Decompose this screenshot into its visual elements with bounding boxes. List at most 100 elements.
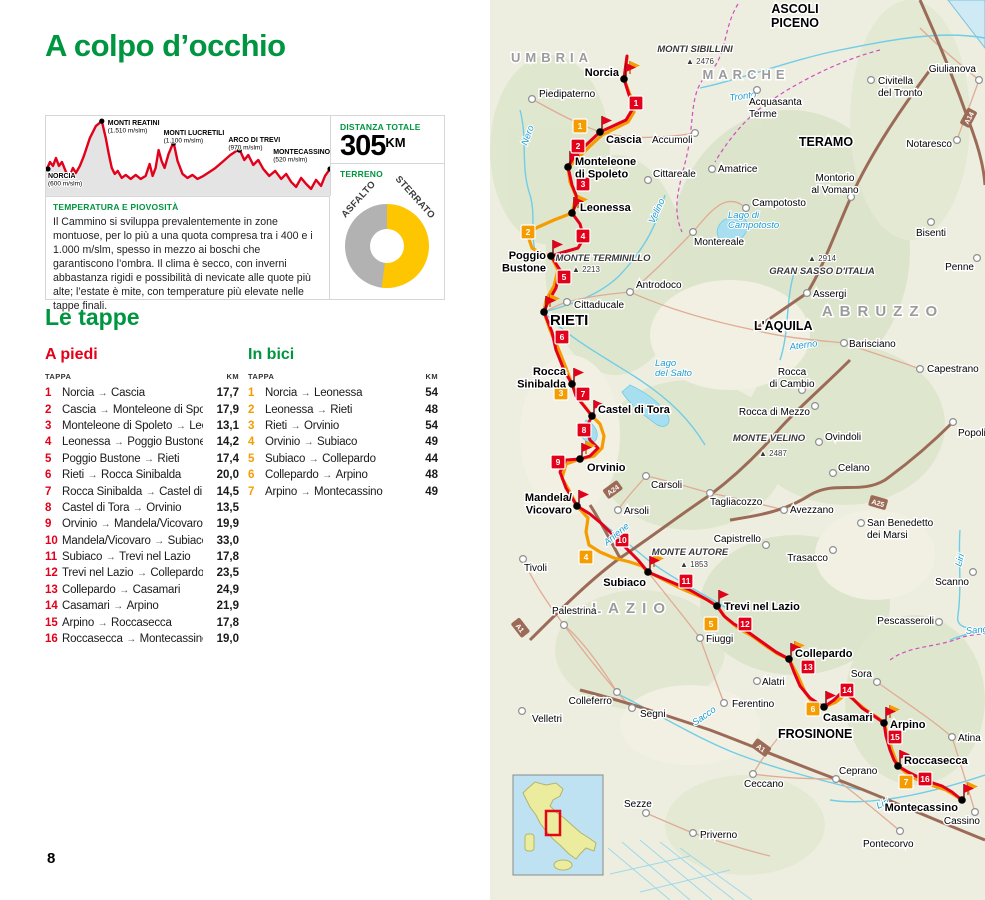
route-town-dot — [785, 655, 793, 663]
stage-marker: 7 — [898, 774, 914, 790]
table-row: 3 Rieti → Orvinio 54 — [248, 418, 438, 434]
table-row: 6 Rieti → Rocca Sinibalda 20,0 — [45, 467, 239, 483]
flag-icon — [963, 784, 974, 797]
route-town-dot — [713, 602, 721, 610]
stage-number: 9 — [45, 518, 52, 531]
profile-point-elev: (1.510 m/slm) — [108, 128, 148, 135]
town-label: Popoli — [958, 428, 985, 439]
town-label: Tagliacozzo — [710, 497, 763, 508]
terrain-label: TERRENO — [340, 169, 383, 179]
route-town-label: Cascia — [606, 134, 642, 146]
town-label: Bisenti — [916, 228, 946, 239]
stage-marker-number: 11 — [682, 576, 691, 586]
table-row: 5 Subiaco → Collepardo 44 — [248, 451, 438, 467]
town-label: Capestrano — [927, 364, 979, 375]
climate-text: Il Cammino si sviluppa prevalentemente i… — [53, 216, 313, 313]
route-town-label: RIETI — [550, 312, 588, 329]
pontine-canals — [607, 839, 753, 900]
profile-point-dot — [45, 166, 51, 172]
stage-km: 44 — [425, 452, 438, 465]
stage-number: 11 — [45, 551, 58, 564]
stage-marker-number: 5 — [562, 272, 567, 282]
arrow-icon: → — [103, 552, 119, 564]
town-dot — [689, 828, 698, 837]
mountain-elevation: ▲ 1853 — [680, 560, 708, 569]
arrow-icon: → — [298, 388, 313, 400]
town-label: Ovindoli — [825, 432, 861, 443]
town-dot — [927, 218, 936, 227]
stage-number: 5 — [248, 452, 255, 465]
stage-marker: 16 — [917, 771, 933, 787]
col-km: KM — [425, 372, 438, 381]
stage-number: 14 — [45, 600, 58, 613]
terrain-box: TERRENO ASFALTO STERRATO — [330, 164, 444, 299]
arrow-icon: → — [301, 437, 316, 449]
stage-number: 7 — [45, 485, 52, 498]
stage-number: 6 — [248, 469, 255, 482]
climate-note: TEMPERATURA E PIOVOSITÀ Il Cammino si sv… — [46, 196, 330, 312]
town-dot — [867, 75, 876, 84]
arrow-icon: → — [288, 420, 303, 432]
profile-point-name: NORCIA — [48, 173, 76, 180]
elevation-profile-svg: NORCIA(600 m/slm) MONTI REATINI(1.510 m/s… — [44, 118, 333, 196]
town-dot — [519, 554, 528, 563]
town-label: Rocca di Cambio — [769, 367, 814, 390]
town-label: Sezze — [624, 799, 652, 810]
route-town-dot — [820, 703, 828, 711]
route-town-dot — [880, 719, 888, 727]
stage-marker-number: 9 — [556, 457, 561, 467]
table-row: 10 Mandela/Vicovaro → Subiaco 33,0 — [45, 533, 239, 549]
town-dot — [613, 506, 622, 515]
town-dot — [798, 386, 807, 395]
boundaries-layer — [676, 3, 985, 661]
flag-icon — [649, 556, 660, 569]
stage-km: 13,1 — [216, 419, 239, 432]
town-dot — [559, 620, 568, 629]
town-dot — [642, 808, 651, 817]
mountain-label: MONTI SIBILLINI — [657, 44, 733, 55]
town-dot — [527, 94, 536, 103]
stage-name: Arpino → Roccasecca — [62, 616, 172, 629]
stage-km: 23,5 — [216, 567, 239, 580]
route-town-label: Montecassino — [885, 802, 959, 814]
stage-km: 19,0 — [216, 633, 239, 646]
motorway-label: A25 — [871, 499, 885, 509]
table-row: 13 Collepardo → Casamari 24,9 — [45, 582, 239, 598]
cycling-table-header: TAPPA KM — [248, 372, 438, 385]
river-label: Liri — [953, 552, 967, 568]
stage-marker: 12 — [737, 616, 753, 632]
flag-icon — [545, 296, 556, 309]
town-label: Ceprano — [839, 766, 878, 777]
town-dot — [953, 136, 962, 145]
town-dot — [708, 165, 717, 174]
motorway-badge: A1 — [751, 738, 772, 757]
route-town-label: Casamari — [823, 712, 873, 724]
town-dot — [518, 706, 527, 715]
town-label: Velletri — [532, 714, 562, 725]
walking-heading: A piedi — [45, 346, 98, 363]
stage-name: Castel di Tora → Orvinio — [62, 501, 182, 514]
town-label: Montorio al Vomano — [811, 173, 859, 196]
stage-name: Arpino → Montecassino — [265, 485, 383, 498]
route-town-dot — [547, 252, 555, 260]
route-town-dot — [596, 128, 604, 136]
town-dot — [935, 617, 944, 626]
stage-name: Monteleone di Spoleto → Leonessa — [62, 419, 203, 432]
cycling-heading: In bici — [248, 346, 295, 363]
route-town-label: Mandela/Vicovaro — [525, 492, 572, 517]
stage-name: Leonessa → Poggio Bustone — [62, 436, 203, 449]
stage-name: Trevi nel Lazio → Collepardo — [62, 567, 203, 580]
route-town-dot — [894, 762, 902, 770]
stage-km: 19,9 — [216, 518, 239, 531]
route-town-label: Arpino — [890, 719, 926, 731]
town-label: Scanno — [935, 577, 969, 588]
route-town-label: Norcia — [585, 67, 620, 79]
arrow-icon: → — [319, 470, 335, 482]
stage-marker-number: 6 — [560, 332, 565, 342]
route-town-label: Rocca Sinibalda — [517, 366, 567, 391]
town-label: Atina — [958, 733, 981, 744]
stage-marker-number: 5 — [709, 619, 714, 629]
inset-highlight-rect — [544, 809, 562, 837]
mountain-label: GRAN SASSO D'ITALIA — [769, 266, 875, 277]
